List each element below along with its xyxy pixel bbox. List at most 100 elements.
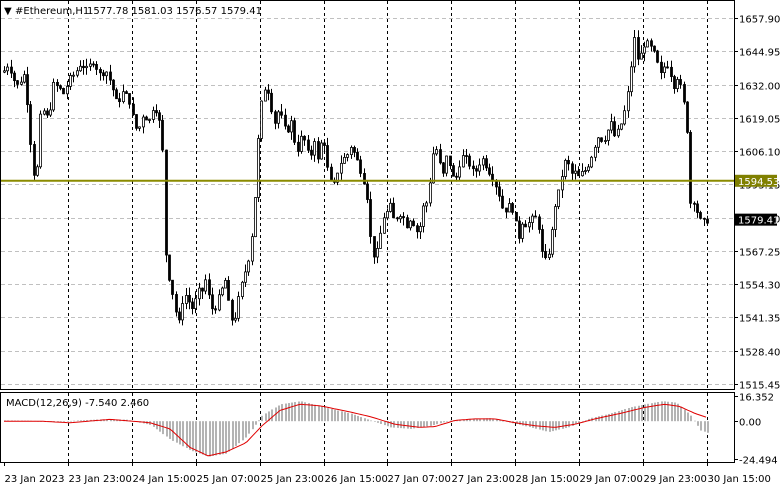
- macd-histogram-bar: [565, 421, 567, 429]
- candle-bull: [66, 86, 69, 95]
- candle-bear: [679, 79, 682, 85]
- candle-bull: [43, 110, 46, 115]
- candle-bull: [521, 223, 524, 239]
- macd-histogram-bar: [436, 421, 438, 425]
- candle-bull: [482, 158, 485, 166]
- macd-histogram-bar: [225, 421, 227, 454]
- macd-histogram-bar: [176, 421, 178, 443]
- candle-bear: [406, 217, 409, 229]
- macd-histogram-bar: [347, 412, 349, 422]
- time-tick-label: 30 Jan 15:00: [708, 474, 771, 485]
- candle-bear: [653, 45, 656, 52]
- macd-histogram-bar: [690, 415, 692, 422]
- candle-bull: [409, 220, 412, 229]
- candle-bull: [646, 40, 649, 48]
- candle-bear: [359, 159, 362, 174]
- macd-histogram-bar: [469, 418, 471, 422]
- macd-histogram-bar: [192, 421, 194, 452]
- macd-histogram-bar: [519, 421, 521, 425]
- macd-histogram-bar: [486, 418, 488, 422]
- macd-histogram-bar: [423, 421, 425, 427]
- candle-bear: [363, 173, 366, 185]
- candle-bear: [145, 116, 148, 121]
- time-tick-label: 29 Jan 07:00: [580, 474, 643, 485]
- candle-bull: [462, 155, 465, 168]
- candle-bear: [660, 61, 663, 74]
- candle-bear: [303, 135, 306, 141]
- macd-histogram-bar: [624, 409, 626, 422]
- candle-bear: [356, 151, 359, 161]
- candle-bull: [607, 129, 610, 141]
- macd-histogram-bar: [674, 402, 676, 422]
- macd-histogram-bar: [562, 421, 564, 429]
- macd-histogram-bar: [417, 421, 419, 428]
- candle-bear: [168, 254, 171, 281]
- macd-histogram-bar: [614, 412, 616, 422]
- macd-histogram-bar: [426, 421, 428, 427]
- price-tick-label: 1528.40: [739, 348, 780, 359]
- macd-histogram-bar: [450, 420, 452, 422]
- dropdown-arrow-icon[interactable]: ▼: [4, 6, 12, 17]
- macd-histogram-bar: [529, 421, 531, 428]
- macd-histogram-bar: [552, 421, 554, 432]
- candle-bear: [485, 158, 488, 169]
- macd-histogram-bar: [525, 421, 527, 427]
- candle-bull: [198, 287, 201, 300]
- candle-bull: [300, 135, 303, 152]
- candle-bull: [379, 232, 382, 249]
- macd-histogram-bar: [499, 420, 501, 422]
- candle-bear: [452, 165, 455, 177]
- price-tick-label: 1619.05: [739, 115, 780, 126]
- macd-histogram-bar: [222, 421, 224, 455]
- macd-histogram-bar: [694, 420, 696, 422]
- candle-bear: [326, 145, 329, 168]
- candle-bear: [670, 66, 673, 77]
- chart-header: ▼ #Ethereum,H1 1577.78 1581.03 1576.57 1…: [4, 6, 262, 409]
- time-tick-label: 27 Jan 23:00: [452, 474, 515, 485]
- candle-bull: [320, 142, 323, 160]
- macd-histogram-bar: [407, 421, 409, 429]
- candle-bull: [138, 126, 141, 129]
- macd-histogram-bar: [212, 421, 214, 456]
- candle-bull: [39, 113, 42, 168]
- macd-histogram-bar: [202, 421, 204, 455]
- candle-bear: [501, 195, 504, 209]
- candle-bull: [620, 123, 623, 130]
- candle-bear: [188, 295, 191, 303]
- candle-bull: [340, 162, 343, 174]
- candle-bear: [307, 139, 310, 151]
- candle-bull: [640, 52, 643, 60]
- candle-bear: [46, 110, 49, 116]
- candles: [3, 30, 709, 326]
- candle-bull: [584, 170, 587, 172]
- candle-bull: [478, 164, 481, 172]
- time-tick-label: 24 Jan 15:00: [133, 474, 196, 485]
- macd-histogram-bar: [245, 421, 247, 438]
- candle-bear: [699, 212, 702, 219]
- candle-bull: [617, 128, 620, 137]
- macd-tick-label: 0.00: [739, 418, 761, 429]
- macd-histogram-bar: [63, 421, 65, 422]
- macd-title: MACD(12,26,9) -7.540 2.460: [6, 398, 149, 409]
- candle-bull: [663, 66, 666, 74]
- frames: [0, 0, 735, 463]
- macd-histogram-bar: [644, 404, 646, 422]
- macd-histogram-bar: [700, 421, 702, 431]
- candle-bear: [109, 71, 112, 81]
- candle-bear: [488, 167, 491, 175]
- macd-histogram-bar: [667, 401, 669, 422]
- candle-bull: [313, 141, 316, 156]
- macd-histogram-bar: [199, 421, 201, 454]
- candle-bear: [613, 121, 616, 137]
- macd-histogram-bar: [647, 403, 649, 422]
- macd-histogram-bar: [314, 404, 316, 422]
- candle-bear: [128, 93, 131, 105]
- macd-histogram-bar: [535, 421, 537, 429]
- candle-bear: [280, 111, 283, 116]
- candle-bear: [412, 220, 415, 227]
- macd-histogram-bar: [671, 402, 673, 422]
- candle-bull: [528, 222, 531, 228]
- time-axis: 23 Jan 2023 23 Jan 23:00 24 Jan 15:00 25 Ja…: [4, 462, 771, 485]
- candle-bull: [290, 120, 293, 133]
